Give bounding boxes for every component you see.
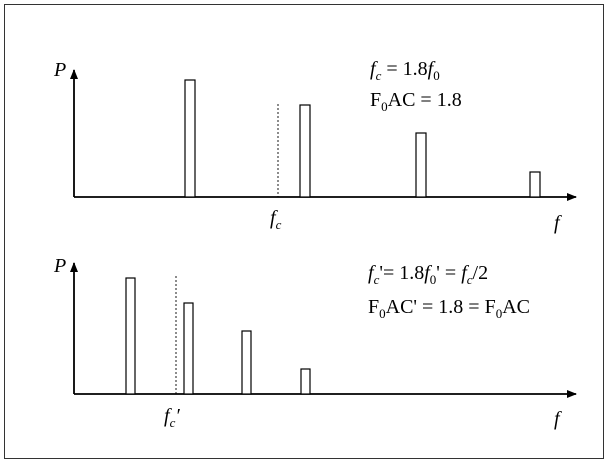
figure-frame	[4, 4, 604, 459]
formula-top-line2: F0AC = 1.8	[370, 89, 462, 114]
y-axis-label-top: P	[53, 59, 66, 81]
x-axis-label-bottom: f	[554, 408, 562, 430]
spectral-line-2	[299, 104, 311, 198]
y-axis-label-bottom: P	[53, 255, 66, 277]
fc-prime-label: fc′	[164, 405, 180, 430]
spectral-line-4	[529, 171, 541, 198]
spectral-line-2-prime	[183, 302, 194, 395]
spectral-line-3	[415, 132, 427, 198]
formula-bottom-line1: fc'= 1.8f0' = fc/2	[368, 262, 488, 287]
spectral-line-4-prime	[300, 368, 311, 395]
panel-top: P f fc fc = 1.8f0 F0AC = 1.8	[53, 58, 577, 234]
x-axis-label-top: f	[554, 212, 562, 234]
panel-bottom: P f fc′ fc'= 1.8f0' = fc/2 F0AC' = 1.8 =…	[53, 255, 577, 430]
spectral-line-1	[184, 79, 196, 198]
spectral-line-3-prime	[241, 330, 252, 395]
spectral-line-1-prime	[125, 277, 136, 395]
formula-bottom-line2: F0AC' = 1.8 = F0AC	[368, 296, 530, 321]
formula-top-line1: fc = 1.8f0	[370, 58, 440, 83]
fc-label: fc	[270, 207, 282, 232]
